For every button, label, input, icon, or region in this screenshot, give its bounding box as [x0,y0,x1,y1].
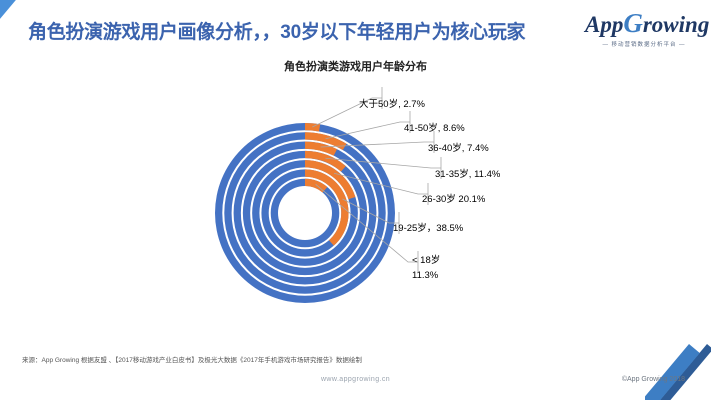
leader-line-2 [320,141,434,148]
leader-line-3 [325,157,441,169]
leader-line-0 [312,97,382,128]
callout-label-41-50: 41-50岁, 8.6% [404,123,465,134]
page-title: 角色扮演游戏用户画像分析，，30岁以下年轻用户为核心玩家 [28,22,526,43]
concentric-doughnut-chart [215,87,442,303]
chart-container: 大于50岁, 2.7% 41-50岁, 8.6% 36-40岁, 7.4% 31… [0,76,711,326]
callout-label-under-18-line1: < 18岁 [412,255,441,266]
callout-label-under-18-line2: 11.3% [412,269,439,281]
brand-rowing-text: rowing [642,12,710,37]
brand-g-text: G [623,8,643,38]
footer-bar: www.appgrowing.cn ©App Growing 2018 [0,376,711,392]
leader-line-4 [333,172,428,195]
ring-value-1 [305,132,347,151]
footer-website-url: www.appgrowing.cn [320,376,391,383]
ring-remainder-0 [215,123,395,303]
callout-label-26-30: 26-30岁 20.1% [422,194,486,205]
callout-label-over-50: 大于50岁, 2.7% [359,99,425,110]
ring-value-3 [305,150,346,172]
callout-label-36-40: 36-40岁, 7.4% [428,143,489,154]
footer-copyright: ©App Growing 2018 [621,376,685,383]
ring-remainder-6 [270,178,340,248]
leader-line-5 [342,198,399,224]
brand-wordmark: AppGrowing [585,8,709,38]
leader-line-1 [325,121,410,140]
brand-logo: AppGrowing — 移动营销数据分析平台 — [585,8,709,49]
page-header: 角色扮演游戏用户画像分析，，30岁以下年轻用户为核心玩家 AppGrowing … [0,8,711,50]
ring-value-2 [305,141,338,156]
chart-title: 角色扮演类游戏用户年龄分布 [284,61,427,73]
ring-value-5 [305,169,349,246]
brand-tagline: — 移动营销数据分析平台 — [602,42,686,48]
brand-app-text: App [585,12,624,37]
leader-line-group [312,87,442,273]
callout-label-under-18: < 18岁 11.3% [412,254,440,283]
leader-line-6 [315,183,418,263]
source-note: 来源：App Growing 根据友盟 、【2017移动游戏产业白皮书】及极光大… [22,357,362,364]
callout-label-31-35: 31-35岁, 11.4% [435,169,501,180]
ring-group [215,123,395,303]
callout-label-19-25: 19-25岁，38.5% [393,223,464,234]
ring-value-4 [305,160,356,200]
